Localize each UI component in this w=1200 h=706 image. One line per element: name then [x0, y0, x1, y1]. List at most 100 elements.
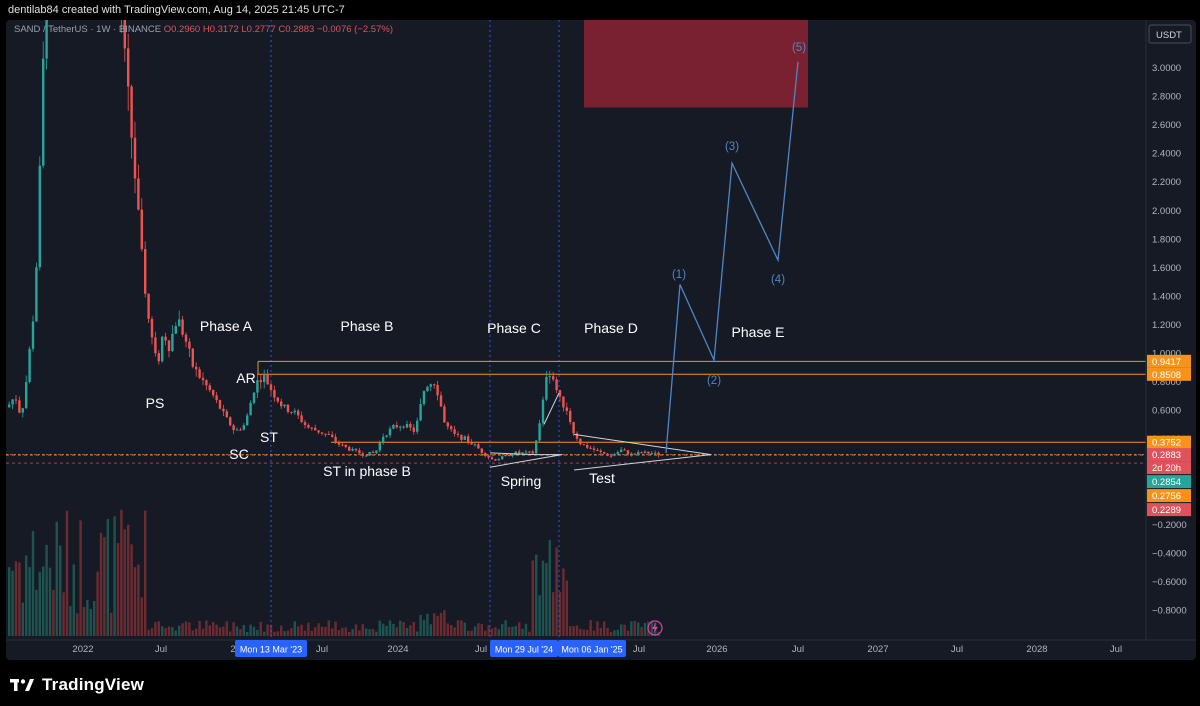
volume-bar [552, 592, 555, 636]
wyckoff-label: AR [236, 370, 255, 386]
candle-body [555, 379, 558, 391]
candle-body [552, 376, 555, 380]
date-marker-box [490, 640, 558, 657]
candle-body [382, 436, 385, 443]
wyckoff-label: Test [589, 470, 615, 486]
volume-bar [161, 626, 164, 636]
volume-bar [144, 510, 147, 636]
candle-body [239, 429, 242, 431]
candle-body [637, 452, 640, 455]
volume-bar [38, 571, 41, 636]
volume-bar [215, 624, 218, 636]
candle-body [385, 435, 388, 437]
wyckoff-label: Phase E [732, 324, 785, 340]
wyckoff-label: SC [229, 446, 248, 462]
tradingview-logo-icon [10, 679, 34, 691]
candles [8, 20, 660, 461]
volume-bar [324, 626, 327, 636]
candle-body [589, 447, 592, 449]
volume-bar [405, 627, 409, 636]
candle-body [18, 400, 21, 413]
volume-bar [140, 597, 143, 636]
volume-bar [76, 613, 79, 636]
candle-body [477, 444, 480, 449]
candle-body [167, 340, 171, 352]
volume-bar [256, 629, 259, 636]
horizontal-levels [6, 360, 1146, 464]
volume-bar [337, 629, 341, 636]
candle-body [229, 417, 232, 426]
wyckoff-label: Spring [501, 473, 541, 489]
ohlc-values: O0.2960 H0.3172 L0.2777 C0.2883 −0.0076 … [163, 24, 393, 35]
trend-line [543, 392, 560, 425]
date-marker-label: Mon 06 Jan '25 [561, 645, 622, 655]
y-tick-label: 2.0000 [1152, 206, 1181, 217]
volume-bar [263, 631, 266, 636]
y-tick-label: 1.2000 [1152, 320, 1181, 331]
candle-body [501, 456, 504, 460]
elliott-projection: (1) (2) (3) (4) (5) [665, 42, 806, 453]
candle-body [28, 348, 31, 383]
candle-body [354, 448, 358, 451]
volume-bar [358, 630, 361, 636]
volume-bar [69, 606, 72, 636]
volume-bar [569, 626, 572, 636]
symbol-info: SAND / TetherUS · 1W · BINANCE O0.2960 H… [14, 24, 393, 35]
volume-bar [320, 626, 324, 636]
candle-body [582, 444, 585, 446]
price-label-text: 0.2854 [1152, 477, 1181, 488]
volume-bar [354, 624, 358, 636]
candle-body [198, 369, 201, 378]
volume-bar [150, 628, 154, 636]
candle-body [545, 377, 548, 400]
candle-body [426, 386, 429, 392]
candle-body [592, 448, 596, 450]
candle-body [314, 427, 317, 431]
x-tick-label: Jul [475, 644, 487, 655]
volume-bar [456, 620, 460, 636]
volume-bar [429, 624, 432, 636]
y-tick-label: 0.6000 [1152, 406, 1181, 417]
volume-bar [582, 629, 585, 636]
chart-canvas[interactable]: (1) (2) (3) (4) (5) PS Phase A AR ST SC Phase B ST… [6, 20, 1196, 660]
candle-body [127, 48, 130, 87]
price-label-text: 0.2756 [1152, 491, 1181, 502]
volume-bar [572, 626, 575, 636]
volume-bar [630, 621, 633, 636]
volume-bar [89, 608, 92, 636]
volume-bar [603, 621, 606, 636]
y-tick-label: 1.0000 [1152, 349, 1181, 360]
volume-bar [351, 629, 354, 636]
volume-bar [174, 630, 177, 636]
price-label-text: 0.9417 [1152, 357, 1181, 368]
volume-bar [637, 622, 640, 636]
y-tick-label: 3.0000 [1152, 63, 1181, 74]
candle-body [11, 399, 14, 405]
volume-bar [164, 628, 167, 636]
candle-body [392, 425, 395, 429]
volume-bar [28, 566, 31, 636]
brand-name: TradingView [42, 675, 145, 694]
candle-body [647, 451, 650, 454]
candle-body [640, 452, 643, 454]
volume-bar [239, 629, 242, 636]
candle-body [514, 451, 517, 455]
volume-bar [191, 630, 194, 636]
y-tick-label: −0.4000 [1152, 548, 1187, 559]
candle-body [140, 209, 143, 250]
phase-dividers [270, 20, 560, 640]
price-label-box [1147, 354, 1191, 368]
volume-bar [218, 627, 222, 636]
volume-bar [327, 620, 330, 636]
volume-bar [473, 626, 477, 636]
volume-bar [643, 622, 647, 636]
volume-bar [55, 521, 58, 636]
wyckoff-label: PS [146, 395, 165, 411]
candle-body [569, 410, 572, 423]
chart-panel[interactable]: (1) (2) (3) (4) (5) PS Phase A AR ST SC Phase B ST… [6, 20, 1196, 660]
candle-body [144, 249, 147, 294]
y-tick-label: 2.8000 [1152, 92, 1181, 103]
currency-label: USDT [1156, 30, 1182, 41]
volume-bar [501, 624, 504, 636]
volume-bar [504, 620, 507, 636]
